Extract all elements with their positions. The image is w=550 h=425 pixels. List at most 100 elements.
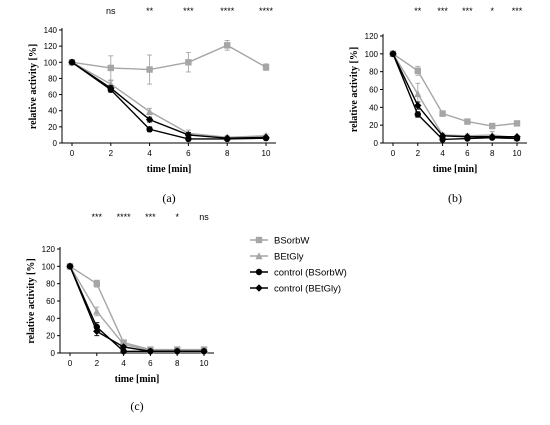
x-tick-label: 6 [186, 149, 191, 158]
significance-label: ** [146, 6, 154, 16]
y-axis-label: relative activity [%] [28, 44, 39, 129]
legend-item: BSorbW [250, 236, 309, 247]
data-point [66, 263, 74, 270]
significance-label: *** [462, 6, 473, 16]
y-axis-label: relative activity [%] [26, 258, 37, 343]
data-point [489, 134, 496, 141]
y-axis-label: relative activity [%] [349, 47, 360, 132]
legend-label: BSorbW [274, 236, 309, 247]
data-point [414, 67, 421, 74]
legend-marker [255, 252, 263, 260]
significance-label: ns [199, 212, 209, 222]
x-tick-label: 10 [513, 149, 522, 158]
y-tick-label: 120 [365, 32, 379, 41]
series-betgly [68, 58, 270, 141]
series-control-betgly [68, 58, 270, 142]
legend-marker [255, 236, 263, 244]
significance-label: *** [145, 212, 156, 222]
series-line [392, 53, 518, 127]
series-control-bsorbw [68, 59, 270, 143]
data-point [513, 120, 521, 127]
x-tick-label: 2 [416, 149, 421, 158]
series-control-bsorbw [389, 50, 521, 143]
series-line [69, 265, 204, 351]
x-tick-label: 6 [148, 359, 153, 368]
data-point [464, 118, 471, 125]
series-control-betgly [66, 262, 208, 355]
y-tick-label: 40 [369, 103, 378, 112]
panel-label: (a) [162, 191, 175, 205]
significance-label: *** [92, 212, 103, 222]
data-point [107, 64, 114, 72]
series-line [71, 61, 267, 139]
y-tick-label: 60 [48, 91, 57, 100]
series-betgly [389, 50, 521, 141]
x-tick-label: 2 [109, 149, 114, 158]
data-point [185, 135, 192, 143]
x-tick-label: 8 [490, 149, 495, 158]
y-tick-label: 100 [44, 58, 58, 67]
significance-label: ** [414, 6, 422, 16]
data-point [389, 50, 397, 58]
x-tick-label: 0 [68, 359, 73, 368]
y-tick-label: 40 [46, 314, 55, 323]
significance-label: *** [183, 6, 194, 16]
data-point [439, 110, 446, 117]
legend-item: control (BSorbW) [250, 268, 347, 279]
chart-panel-1: 0 20 40 60 80 100 120 140 0 2 4 6 8 10 time [min] relat… [28, 6, 276, 205]
data-point [185, 59, 192, 66]
data-point [200, 348, 208, 355]
series-line [392, 53, 518, 139]
series-line [392, 53, 518, 141]
legend-label: control (BSorbW) [274, 268, 347, 279]
x-tick-label: 0 [70, 149, 75, 158]
data-point [93, 280, 100, 287]
x-tick-label: 4 [440, 149, 445, 158]
data-point [107, 86, 115, 93]
data-point [147, 348, 154, 355]
x-tick-label: 2 [95, 359, 100, 368]
y-tick-label: 80 [48, 74, 57, 83]
y-tick-label: 100 [42, 262, 56, 271]
x-tick-label: 8 [175, 359, 180, 368]
x-tick-label: 8 [225, 149, 230, 158]
legend-item: BEtGly [250, 252, 304, 263]
data-point [262, 63, 270, 71]
data-point [93, 307, 101, 315]
series-line [392, 53, 517, 138]
legend-label: BEtGly [274, 252, 304, 263]
series-line [71, 44, 267, 71]
series-line [69, 265, 204, 352]
series-line [71, 61, 267, 140]
x-tick-label: 4 [121, 359, 126, 368]
y-tick-label: 80 [46, 280, 55, 289]
data-point [146, 126, 153, 133]
data-point [414, 90, 422, 98]
series-control-betgly [389, 50, 521, 141]
x-axis-label: time [min] [147, 164, 192, 175]
y-tick-label: 120 [42, 245, 56, 254]
x-axis-label: time [min] [115, 374, 160, 385]
y-tick-label: 20 [46, 332, 55, 341]
x-tick-label: 6 [465, 149, 470, 158]
series-line [71, 61, 267, 139]
panel-label: (c) [130, 399, 143, 413]
data-point [414, 101, 422, 110]
significance-label: ns [106, 6, 116, 16]
significance-label: **** [220, 6, 235, 16]
data-point [120, 348, 127, 355]
y-tick-label: 0 [53, 139, 58, 148]
y-tick-label: 100 [365, 50, 379, 59]
data-point [68, 59, 76, 66]
significance-label: * [175, 212, 179, 222]
y-tick-label: 120 [44, 42, 58, 51]
significance-label: **** [259, 6, 274, 16]
x-axis-label: time [min] [433, 164, 478, 175]
chart-panel-2: 0 20 40 60 80 100 120 0 2 4 6 8 10 time [min] relative… [349, 6, 527, 205]
data-point [224, 135, 231, 143]
y-tick-label: 140 [44, 26, 58, 35]
y-tick-label: 20 [369, 121, 378, 130]
data-point [414, 111, 421, 118]
data-point [513, 135, 521, 142]
